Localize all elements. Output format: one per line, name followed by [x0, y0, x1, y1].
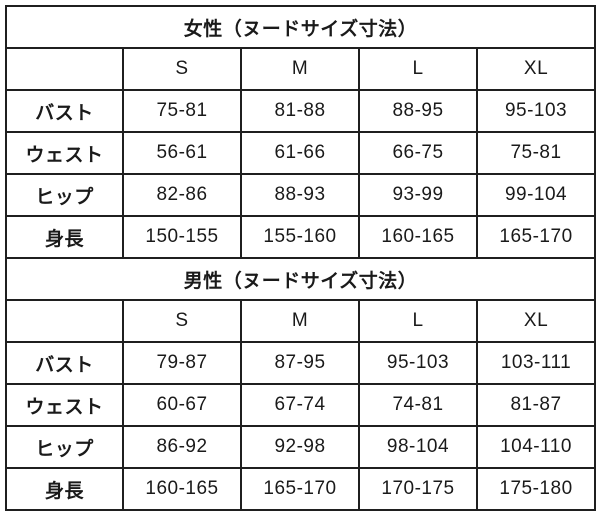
- table-row: ヒップ 82-86 88-93 93-99 99-104: [5, 173, 597, 217]
- cell-value: 175-180: [475, 467, 597, 511]
- cell-value: 66-75: [358, 131, 478, 175]
- section-title-men: 男性（ヌードサイズ寸法）: [4, 257, 597, 301]
- column-header-xl: XL: [475, 299, 597, 343]
- cell-value: 95-103: [358, 341, 478, 385]
- row-label-hip: ヒップ: [5, 173, 124, 217]
- cell-value: 170-175: [358, 467, 478, 511]
- corner-cell: [5, 47, 124, 91]
- cell-value: 74-81: [358, 383, 478, 427]
- corner-cell: [5, 299, 124, 343]
- cell-value: 61-66: [240, 131, 360, 175]
- table-row: ウェスト 60-67 67-74 74-81 81-87: [5, 383, 597, 427]
- table-row: ウェスト 56-61 61-66 66-75 75-81: [5, 131, 597, 175]
- row-label-height: 身長: [5, 467, 124, 511]
- cell-value: 98-104: [358, 425, 478, 469]
- section-title-women: 女性（ヌードサイズ寸法）: [4, 5, 597, 49]
- cell-value: 104-110: [475, 425, 597, 469]
- column-header-m: M: [240, 47, 360, 91]
- cell-value: 165-170: [240, 467, 360, 511]
- column-header-m: M: [240, 299, 360, 343]
- column-header-l: L: [358, 47, 478, 91]
- cell-value: 165-170: [475, 215, 597, 259]
- cell-value: 67-74: [240, 383, 360, 427]
- cell-value: 155-160: [240, 215, 360, 259]
- cell-value: 56-61: [122, 131, 242, 175]
- row-label-waist: ウェスト: [5, 383, 124, 427]
- table-row: 女性（ヌードサイズ寸法）: [4, 5, 597, 49]
- cell-value: 95-103: [475, 89, 597, 133]
- cell-value: 150-155: [122, 215, 242, 259]
- cell-value: 99-104: [475, 173, 597, 217]
- cell-value: 86-92: [122, 425, 242, 469]
- cell-value: 93-99: [358, 173, 478, 217]
- cell-value: 103-111: [475, 341, 597, 385]
- column-header-xl: XL: [475, 47, 597, 91]
- row-label-height: 身長: [5, 215, 124, 259]
- column-header-s: S: [122, 299, 242, 343]
- row-label-bust: バスト: [5, 89, 124, 133]
- cell-value: 88-93: [240, 173, 360, 217]
- cell-value: 79-87: [122, 341, 242, 385]
- row-label-hip: ヒップ: [5, 425, 124, 469]
- table-row: 男性（ヌードサイズ寸法）: [4, 257, 597, 301]
- table-row: S M L XL: [5, 47, 597, 91]
- cell-value: 82-86: [122, 173, 242, 217]
- table-row: バスト 79-87 87-95 95-103 103-111: [5, 341, 597, 385]
- cell-value: 60-67: [122, 383, 242, 427]
- column-header-l: L: [358, 299, 478, 343]
- cell-value: 160-165: [122, 467, 242, 511]
- table-row: 身長 150-155 155-160 160-165 165-170: [5, 215, 597, 259]
- cell-value: 87-95: [240, 341, 360, 385]
- cell-value: 92-98: [240, 425, 360, 469]
- table-row: S M L XL: [5, 299, 597, 343]
- row-label-waist: ウェスト: [5, 131, 124, 175]
- cell-value: 81-88: [240, 89, 360, 133]
- table-row: バスト 75-81 81-88 88-95 95-103: [5, 89, 597, 133]
- column-header-s: S: [122, 47, 242, 91]
- cell-value: 81-87: [475, 383, 597, 427]
- row-label-bust: バスト: [5, 341, 124, 385]
- table-row: ヒップ 86-92 92-98 98-104 104-110: [5, 425, 597, 469]
- cell-value: 75-81: [475, 131, 597, 175]
- cell-value: 88-95: [358, 89, 478, 133]
- size-chart-table: 女性（ヌードサイズ寸法） S M L XL バスト 75-81 81-88 88…: [4, 5, 597, 511]
- cell-value: 75-81: [122, 89, 242, 133]
- table-row: 身長 160-165 165-170 170-175 175-180: [5, 467, 597, 511]
- cell-value: 160-165: [358, 215, 478, 259]
